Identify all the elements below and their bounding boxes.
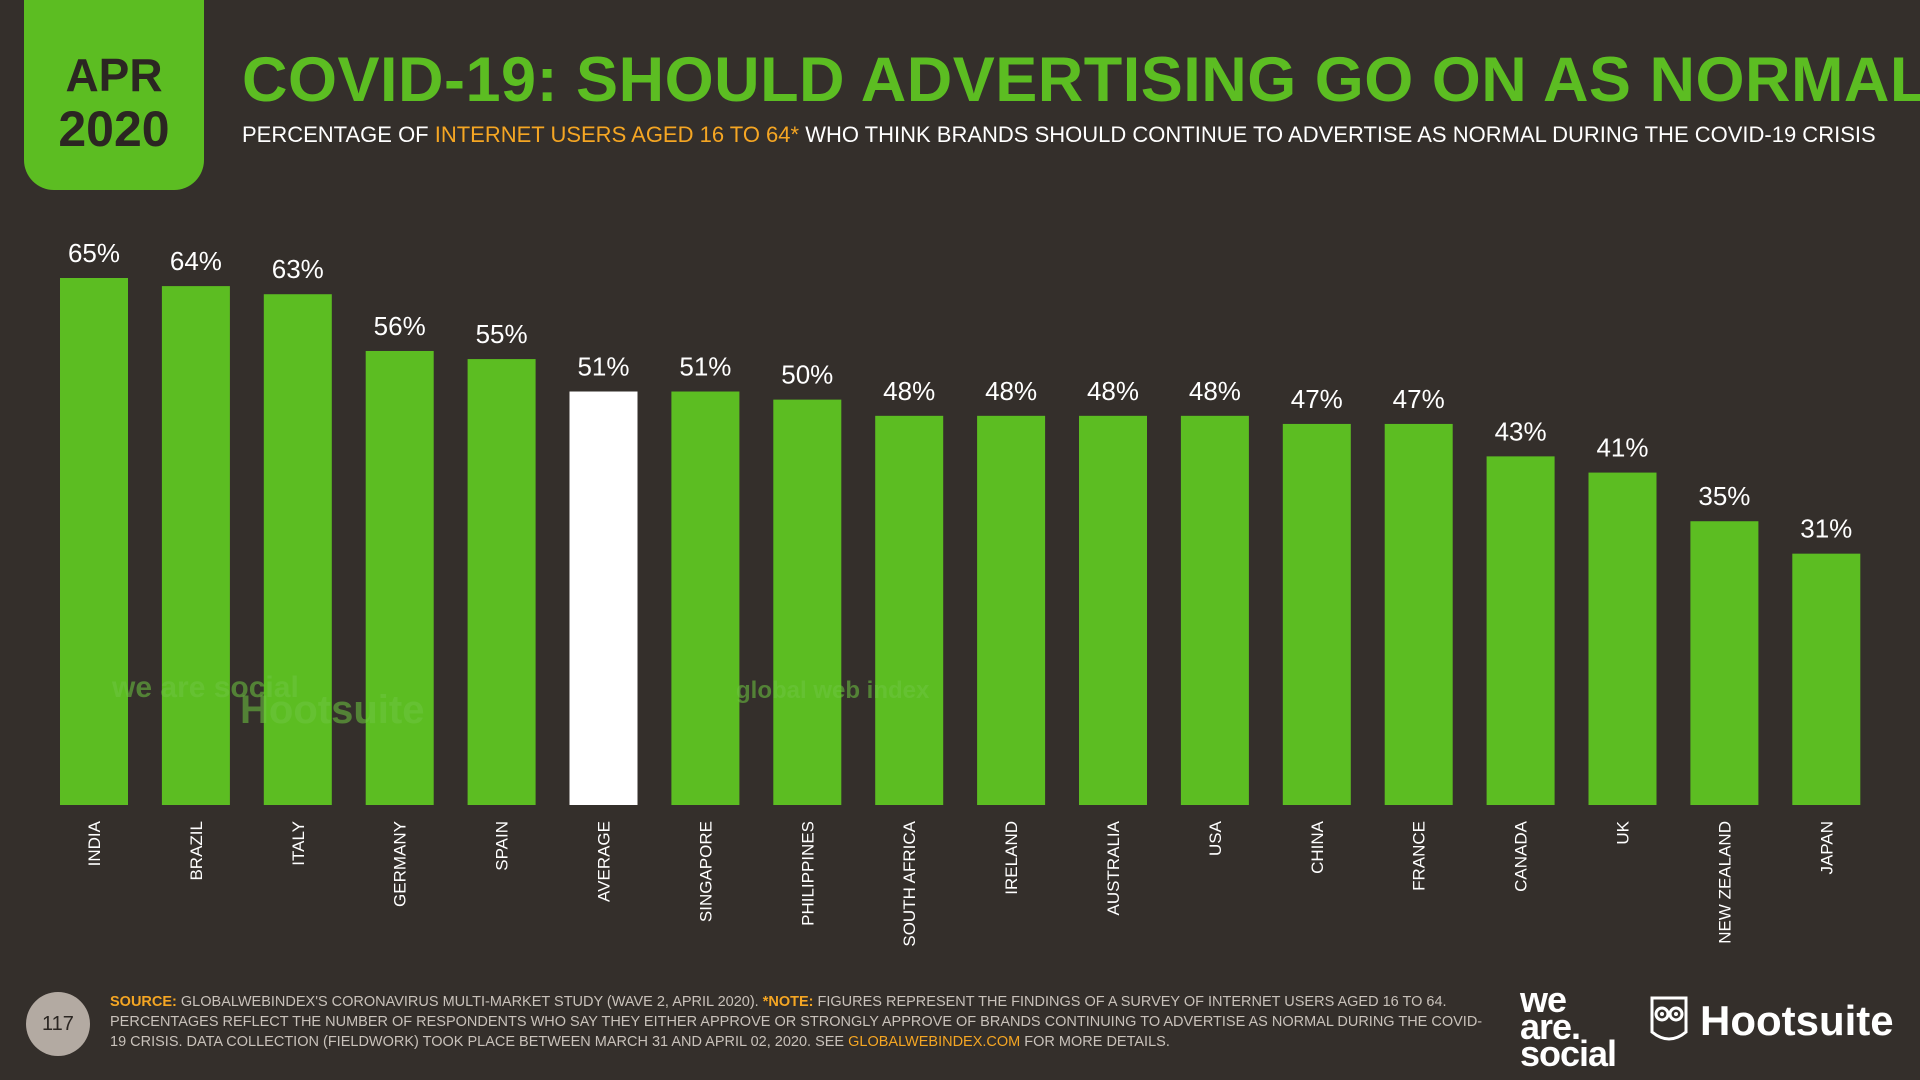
bar-france [1384, 423, 1453, 805]
category-label-germany: GERMANY [391, 821, 410, 907]
value-label-france: 47% [1393, 384, 1445, 414]
bar-japan [1792, 553, 1861, 805]
page-title: COVID-19: SHOULD ADVERTISING GO ON AS NO… [242, 45, 1920, 115]
bar-china [1282, 423, 1351, 805]
value-label-spain: 55% [476, 319, 528, 349]
category-label-france: FRANCE [1410, 821, 1429, 891]
value-label-uk: 41% [1596, 433, 1648, 463]
owl-icon [1650, 996, 1688, 1041]
category-label-uk: UK [1614, 820, 1633, 844]
category-label-south-africa: SOUTH AFRICA [900, 820, 919, 946]
bar-canada [1486, 456, 1555, 805]
bar-singapore [671, 391, 740, 805]
hootsuite-logo: Hootsuite [1648, 996, 1894, 1046]
category-label-australia: AUSTRALIA [1104, 820, 1123, 915]
value-label-south-africa: 48% [883, 376, 935, 406]
bar-usa [1180, 415, 1249, 805]
value-label-singapore: 51% [679, 352, 731, 382]
hootsuite-wordmark: Hootsuite [1700, 997, 1894, 1044]
category-label-brazil: BRAZIL [187, 821, 206, 881]
category-label-spain: SPAIN [493, 821, 512, 871]
page-subtitle: PERCENTAGE OF INTERNET USERS AGED 16 TO … [242, 122, 1876, 148]
bar-ireland [977, 415, 1046, 805]
value-label-japan: 31% [1800, 514, 1852, 544]
value-label-philippines: 50% [781, 360, 833, 390]
bar-average [569, 391, 638, 805]
bar-uk [1588, 472, 1657, 805]
source-text: GLOBALWEBINDEX'S CORONAVIRUS MULTI-MARKE… [176, 994, 763, 1010]
we-are-social-logo: we are. social [1520, 979, 1617, 1074]
source-link[interactable]: GLOBALWEBINDEX.COM [848, 1034, 1021, 1050]
value-label-india: 65% [68, 238, 120, 268]
page-number: 117 [26, 992, 90, 1056]
bar-italy [263, 294, 332, 805]
bar-india [60, 278, 128, 805]
value-label-australia: 48% [1087, 376, 1139, 406]
date-month: APR [65, 49, 163, 101]
globalwebindex-watermark: global web index [736, 677, 930, 704]
bar-south-africa [875, 415, 944, 805]
category-label-new-zealand: NEW ZEALAND [1715, 821, 1734, 944]
category-label-china: CHINA [1308, 820, 1327, 874]
bar-philippines [773, 399, 842, 805]
subtitle-part-2: WHO THINK BRANDS SHOULD CONTINUE TO ADVE… [799, 122, 1876, 147]
category-label-japan: JAPAN [1817, 821, 1836, 875]
bar-spain [467, 359, 536, 805]
was-line-2: are. [1520, 1006, 1581, 1047]
value-label-canada: 43% [1495, 416, 1547, 446]
bar-germany [365, 350, 434, 805]
value-label-italy: 63% [272, 254, 324, 284]
subtitle-part-1: PERCENTAGE OF [242, 122, 435, 147]
value-label-germany: 56% [374, 311, 426, 341]
note-label: *NOTE: [762, 994, 814, 1010]
category-label-canada: CANADA [1512, 820, 1531, 892]
value-label-usa: 48% [1189, 376, 1241, 406]
category-label-singapore: SINGAPORE [696, 821, 715, 922]
value-label-average: 51% [577, 352, 629, 382]
subtitle-highlight: INTERNET USERS AGED 16 TO 64* [434, 122, 800, 147]
was-line-3: social [1520, 1033, 1617, 1074]
source-label: SOURCE: [110, 994, 177, 1010]
category-label-average: AVERAGE [595, 821, 614, 902]
bar-australia [1079, 415, 1147, 805]
bar-new-zealand [1690, 521, 1759, 805]
bar-brazil [161, 286, 230, 806]
we-are-social-watermark: we are social [112, 671, 299, 704]
value-label-china: 47% [1291, 384, 1343, 414]
category-label-india: INDIA [85, 820, 104, 866]
footer-end: FOR MORE DETAILS. [1020, 1034, 1170, 1050]
date-badge: APR 2020 [24, 0, 204, 190]
category-label-ireland: IRELAND [1002, 821, 1021, 895]
hootsuite-watermark: Hootsuite [240, 688, 425, 732]
value-label-brazil: 64% [170, 246, 222, 276]
date-year: 2020 [58, 101, 170, 157]
was-line-1: we [1520, 979, 1567, 1020]
footer-source: SOURCE: GLOBALWEBINDEX'S CORONAVIRUS MUL… [110, 992, 1490, 1052]
category-label-philippines: PHILIPPINES [798, 821, 817, 926]
value-label-new-zealand: 35% [1698, 481, 1750, 511]
note-text: FIGURES REPRESENT THE FINDINGS OF A SURV… [110, 994, 1483, 1050]
category-label-usa: USA [1206, 820, 1225, 856]
category-label-italy: ITALY [289, 821, 308, 866]
value-label-ireland: 48% [985, 376, 1037, 406]
